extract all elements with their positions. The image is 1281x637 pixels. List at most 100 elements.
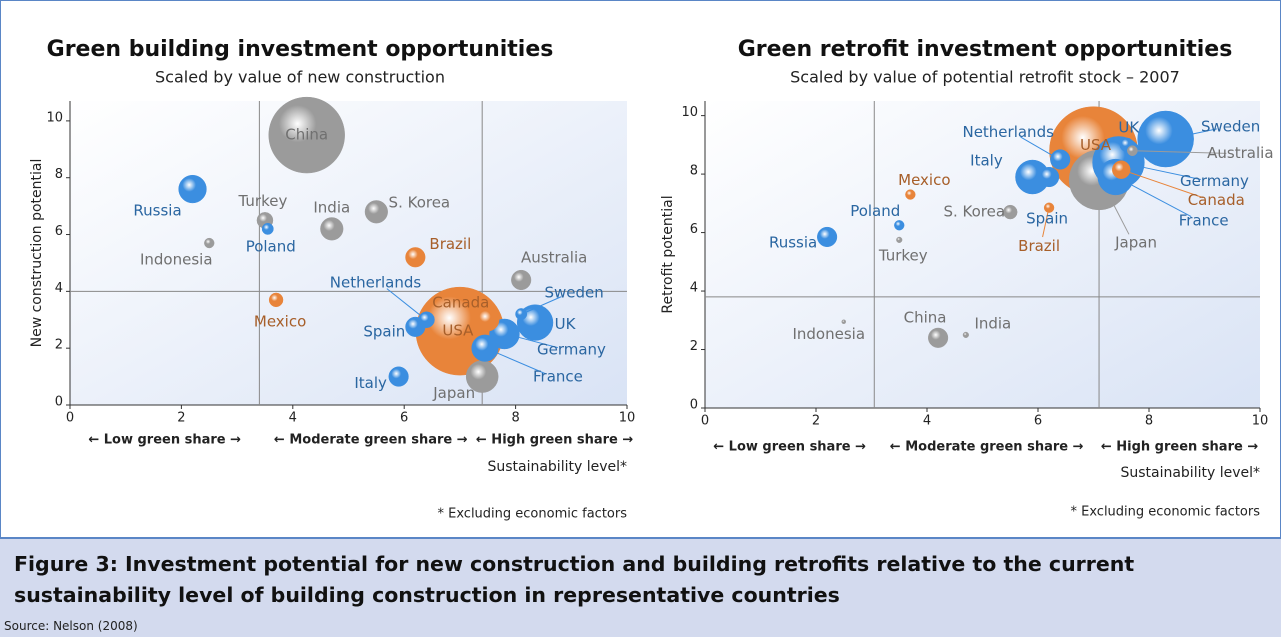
x-tick-label: 10 [619,411,636,426]
point-label: China [285,126,328,144]
x-tick-label: 10 [1252,414,1269,429]
bubble [1112,160,1131,179]
x-tick-label: 4 [923,414,931,429]
y-tick-label: 0 [690,398,698,413]
y-tick-label: 10 [681,105,698,120]
x-axis-label: Sustainability level* [1120,465,1260,481]
bubble [962,331,969,338]
leader-line [1137,150,1227,154]
bubble [841,319,846,324]
bubble [261,222,274,235]
y-tick-label: 8 [690,164,698,179]
point-label: Brazil [429,235,471,253]
point-label: UK [555,315,577,333]
bubble [268,292,284,308]
point-label: Australia [521,248,587,266]
leader-line [1143,166,1201,180]
y-axis-label: Retrofit potential [660,195,676,313]
point-label: Sweden [545,284,604,302]
y-tick-label: 10 [46,110,63,125]
point-label: Canada [432,293,489,311]
bubble [364,200,388,224]
point-label: Japan [432,384,475,402]
y-axis-label: New construction potential [29,159,45,348]
bubble [1127,145,1138,157]
point-label: Spain [1026,210,1068,228]
point-label: Australia [1207,144,1273,162]
bubble [1137,110,1194,168]
bubble [418,311,435,329]
plot-area [70,101,627,405]
point-label: Mexico [254,312,306,330]
bubble [476,308,500,332]
x-region-label: ← Moderate green share → [274,433,468,448]
y-tick-label: 4 [690,281,698,296]
point-label: Russia [133,202,181,220]
bubble [905,189,916,200]
bubble [320,217,344,241]
chart-subtitle: Scaled by value of new construction [155,68,445,87]
point-label: France [1179,212,1229,230]
x-region-label: ← Low green share → [88,433,241,448]
leader-line [1113,205,1130,235]
x-tick-label: 6 [1034,414,1042,429]
bubble [896,236,903,243]
point-label: Germany [1180,172,1249,190]
x-tick-label: 6 [400,411,408,426]
leader-line [1193,128,1217,135]
bubble [511,269,532,291]
chart-title: Green building investment opportunities [47,37,554,62]
bubble [1050,149,1071,170]
y-tick-label: 6 [55,224,63,239]
x-tick-label: 0 [66,411,74,426]
leader-line [1129,172,1204,199]
point-label: USA [442,322,474,340]
x-tick-label: 2 [812,414,820,429]
point-label: France [533,368,583,386]
point-label: UK [1118,118,1140,136]
x-tick-label: 4 [289,411,297,426]
point-label: S. Korea [389,193,451,211]
x-region-label: ← High green share → [476,433,633,448]
footnote: * Excluding economic factors [437,507,627,522]
point-label: China [904,308,947,326]
point-label: Mexico [898,171,950,189]
point-label: India [313,198,350,216]
point-label: Turkey [238,192,288,210]
point-label: Poland [246,237,296,255]
y-tick-label: 2 [690,339,698,354]
point-label: Turkey [878,246,928,264]
x-tick-label: 8 [511,411,519,426]
bubble [515,308,528,320]
x-region-label: ← Moderate green share → [890,440,1084,455]
figure-caption: Figure 3: Investment potential for new c… [14,552,1135,607]
leader-line [518,336,558,349]
bubble [1003,204,1018,220]
y-tick-label: 0 [55,395,63,410]
point-label: Poland [850,202,900,220]
point-label: Netherlands [962,123,1054,141]
bubble [471,334,499,362]
x-axis-label: Sustainability level* [487,459,627,475]
point-label: Indonesia [792,325,865,343]
x-region-label: ← High green share → [1101,440,1258,455]
caption-box: Figure 3: Investment potential for new c… [0,537,1281,637]
point-label: Netherlands [330,273,422,291]
chart-subtitle: Scaled by value of potential retrofit st… [790,68,1180,87]
point-label: Russia [769,233,817,251]
x-region-label: ← Low green share → [713,440,866,455]
leader-line [1020,136,1052,156]
point-label: Sweden [1201,118,1260,136]
y-tick-label: 2 [55,338,63,353]
bubble [204,237,215,249]
y-tick-label: 4 [55,281,63,296]
point-label: Spain [363,322,405,340]
bubble [928,327,949,348]
point-label: India [974,314,1011,332]
leader-line [526,296,562,313]
bubble [817,226,838,248]
chart-title: Green retrofit investment opportunities [738,37,1233,62]
leader-line [1131,184,1192,217]
y-tick-label: 6 [690,222,698,237]
bubble [894,220,905,231]
